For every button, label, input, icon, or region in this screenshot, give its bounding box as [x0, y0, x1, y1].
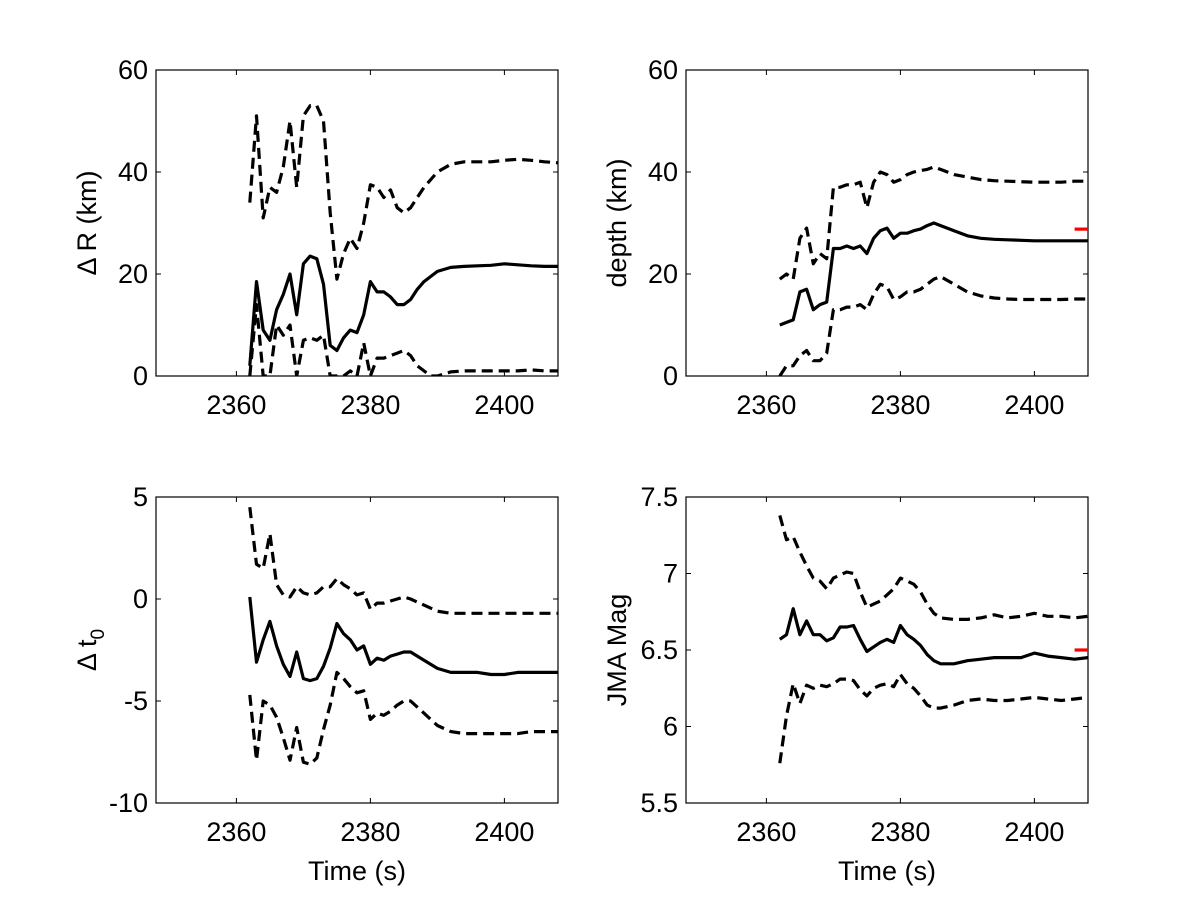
series-line-1-dashed [248, 104, 558, 281]
x-tick-label: 2380 [870, 390, 930, 420]
y-tick-label: 60 [118, 55, 148, 85]
y-tick-label: 0 [133, 584, 148, 614]
x-tick-label: 2400 [474, 390, 534, 420]
series-line-3-dashed [248, 670, 558, 766]
series-line-1-dashed [778, 165, 1088, 281]
series-line-2-solid [248, 254, 558, 366]
y-tick-label: 6 [663, 712, 678, 742]
x-tick-label: 2400 [1004, 817, 1064, 847]
series-line-3-dashed [248, 303, 558, 376]
series-line-3-dashed [778, 672, 1088, 764]
x-tick-label: 2360 [206, 390, 266, 420]
axes-frame [155, 69, 559, 377]
x-tick-label: 2360 [736, 390, 796, 420]
y-axis-label: depth (km) [602, 158, 632, 287]
y-tick-label: 0 [133, 361, 148, 391]
subplot-2: 2360 2380 2400 0 20 40 60 depth (km) [602, 55, 1089, 420]
series-line-2-solid [779, 221, 1088, 327]
y-axis-label: JMA Mag [602, 594, 632, 707]
x-tick-label: 2380 [870, 817, 930, 847]
series-line-3-dashed [778, 275, 1088, 376]
series-line-1-dashed [248, 507, 558, 615]
x-tick-label: 2380 [340, 390, 400, 420]
x-tick-label: 2400 [474, 817, 534, 847]
subplot-1: 2360 2380 2400 0 20 40 60 Δ R (km) [72, 55, 559, 420]
y-tick-label: 40 [648, 157, 678, 187]
axes-frame [685, 496, 1089, 804]
x-axis-label: Time (s) [838, 856, 936, 886]
y-tick-label: 5.5 [640, 788, 678, 818]
y-tick-label: -10 [109, 788, 148, 818]
x-axis-label: Time (s) [308, 856, 406, 886]
y-axis-label: Δ t0 [72, 629, 109, 671]
x-tick-label: 2380 [340, 817, 400, 847]
x-tick-label: 2360 [206, 817, 266, 847]
y-tick-label: 40 [118, 157, 148, 187]
x-tick-label: 2360 [736, 817, 796, 847]
y-tick-label: 60 [648, 55, 678, 85]
series-line-1-dashed [778, 514, 1088, 621]
y-tick-label: 5 [133, 482, 148, 512]
y-tick-label: -5 [124, 686, 148, 716]
y-tick-label: 20 [118, 259, 148, 289]
subplot-4: 2360 2380 2400 5.5 6 6.5 7 7.5 JMA Mag Time (s) [602, 482, 1089, 886]
series-line-2-solid [248, 596, 558, 683]
axes-frame [685, 69, 1089, 377]
y-tick-label: 20 [648, 259, 678, 289]
y-tick-label: 0 [663, 361, 678, 391]
y-tick-label: 6.5 [640, 635, 678, 665]
subplot-3: 2360 2380 2400 -10 -5 0 5 Δ t0 Time (s) [72, 482, 559, 886]
x-tick-label: 2400 [1004, 390, 1064, 420]
y-tick-label: 7.5 [640, 482, 678, 512]
y-axis-label: Δ R (km) [72, 170, 102, 275]
series-line-2-solid [778, 607, 1088, 666]
y-tick-label: 7 [663, 559, 678, 589]
